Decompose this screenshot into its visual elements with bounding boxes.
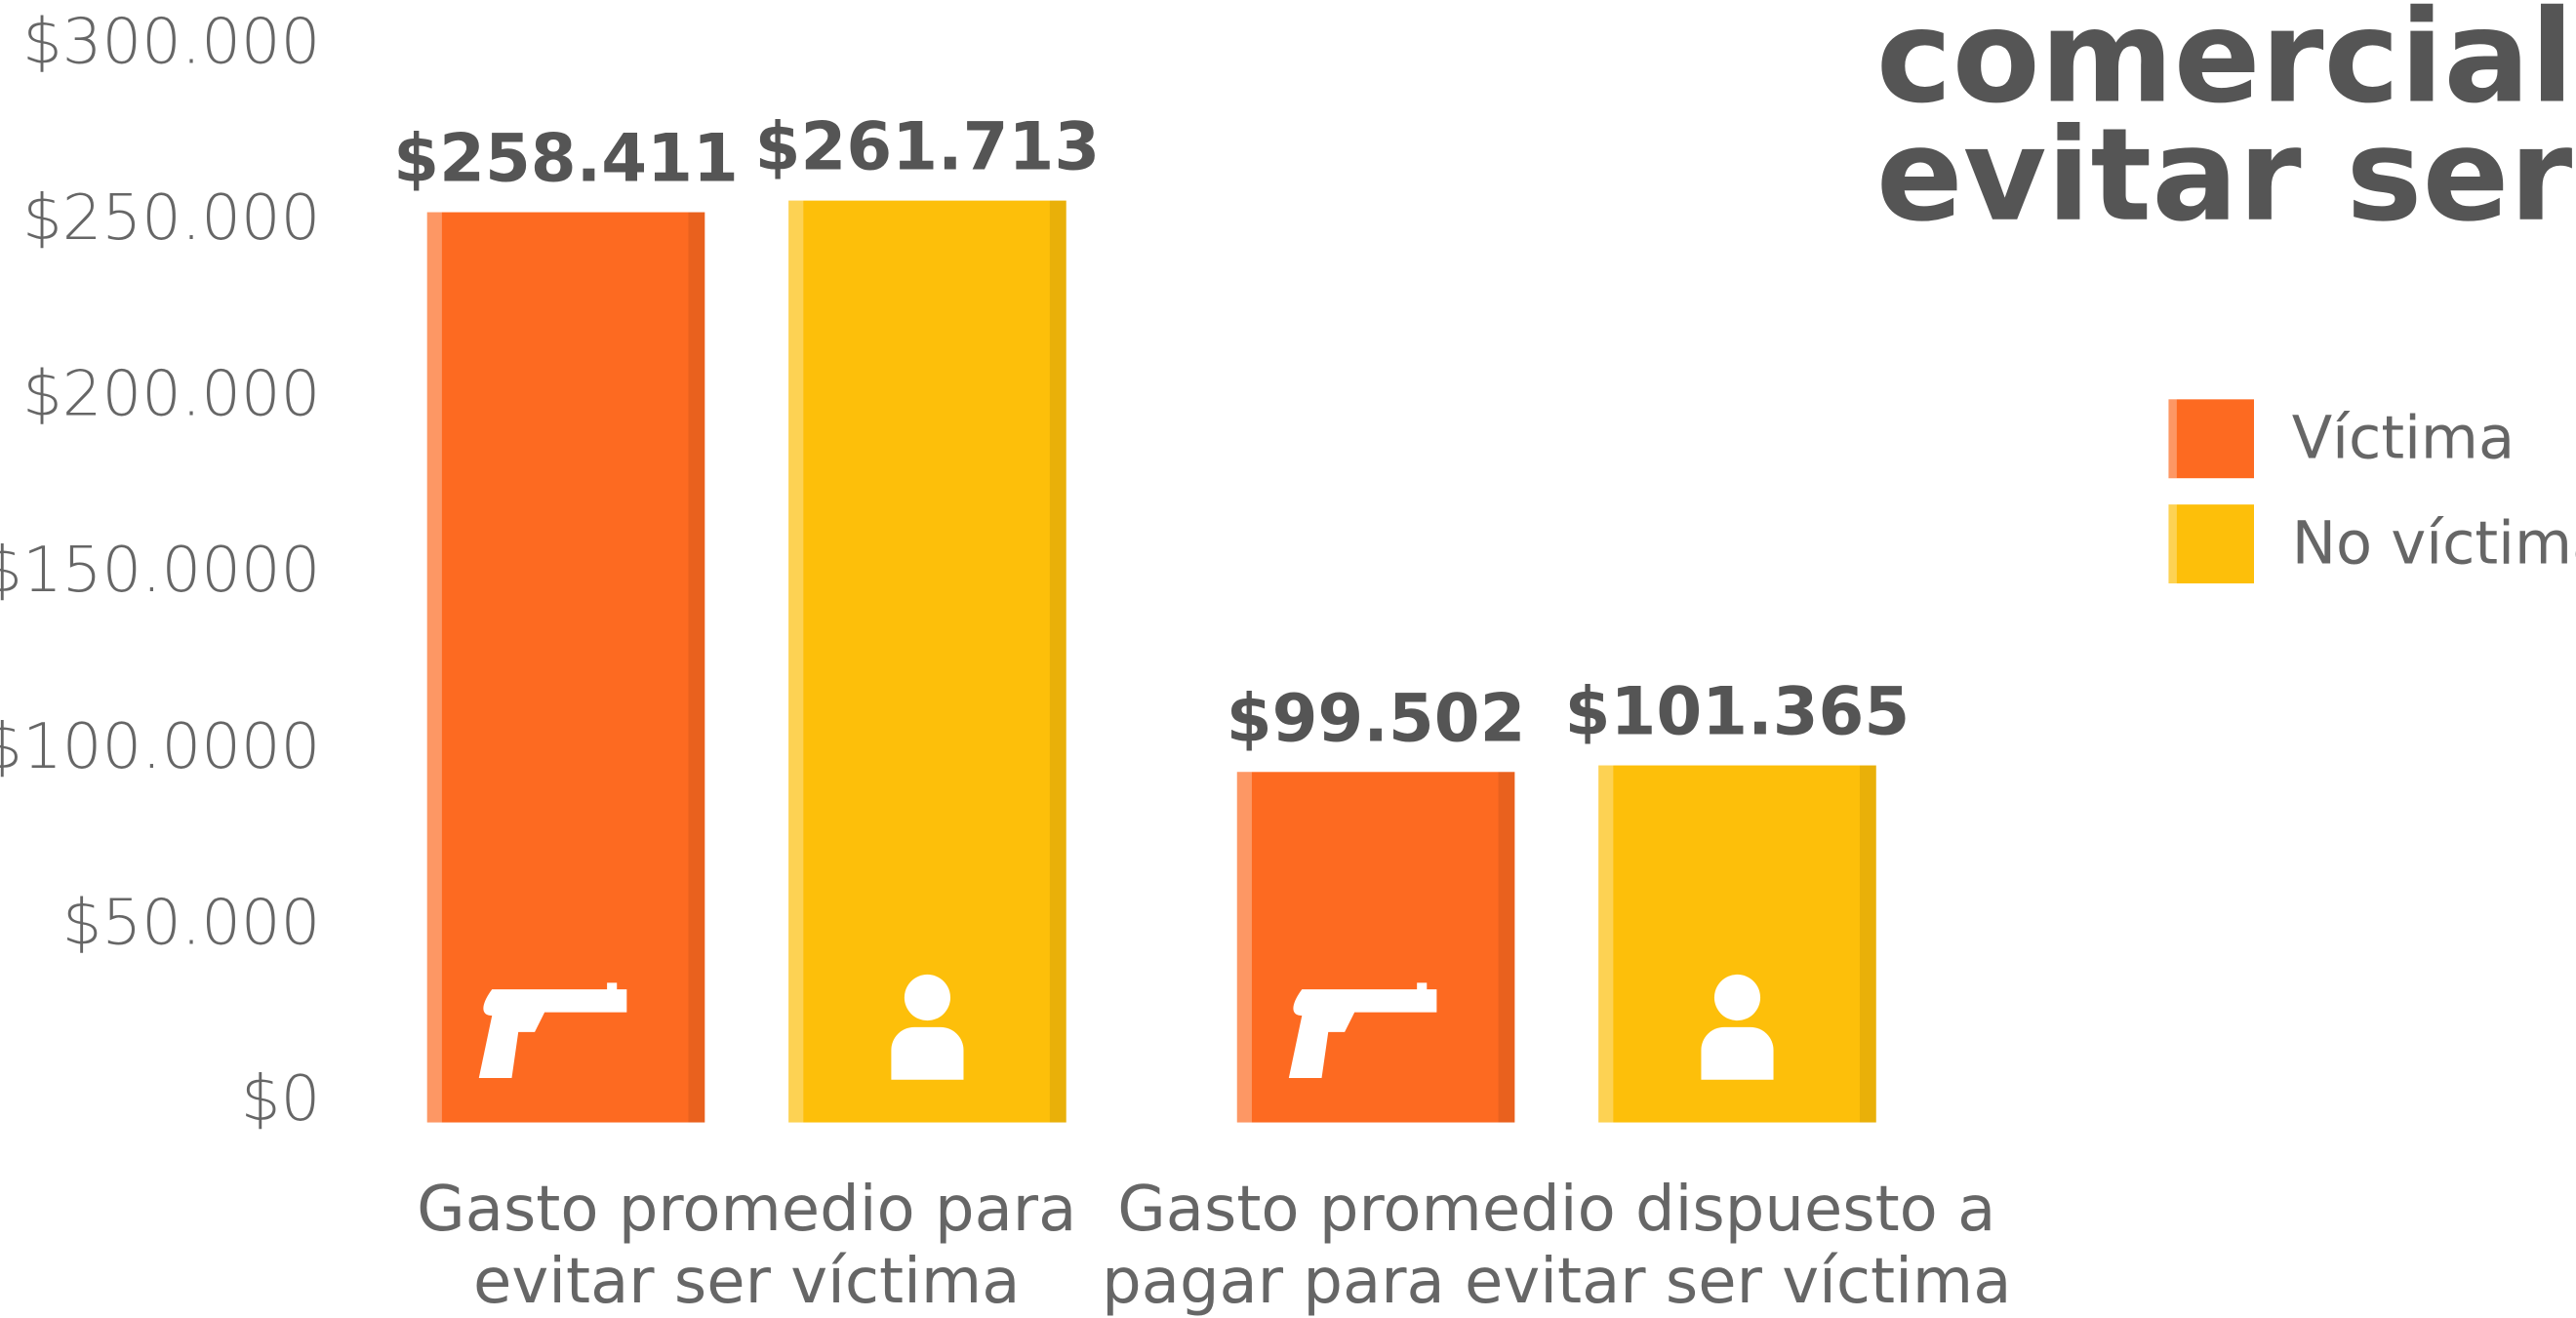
legend-label: No víctima — [2292, 510, 2576, 579]
y-tick-label: $150.0000 — [0, 535, 320, 607]
chart-title: evitar ser ví — [1876, 100, 2576, 250]
legend-swatch-edge — [2168, 399, 2177, 479]
x-tick-label: pagar para evitar ser víctima — [1102, 1246, 2011, 1318]
bar — [426, 212, 705, 1123]
gun-icon — [1288, 982, 1437, 1079]
bar — [1236, 772, 1515, 1123]
person-icon — [904, 974, 951, 1021]
y-tick-label: $100.0000 — [0, 711, 320, 783]
y-tick-label: $300.000 — [22, 7, 320, 79]
bar-edge — [1236, 772, 1252, 1123]
bar-edge — [1598, 765, 1614, 1123]
legend-swatch-edge — [2168, 504, 2177, 584]
bar-edge — [1498, 772, 1515, 1123]
person-icon — [891, 1026, 964, 1080]
y-tick-label: $200.000 — [22, 359, 320, 431]
y-tick-label: $0 — [241, 1063, 320, 1136]
y-tick-label: $250.000 — [22, 182, 320, 255]
value-label: $99.502 — [1227, 679, 1526, 756]
bar-edge — [1859, 765, 1876, 1123]
legend-swatch — [2168, 399, 2254, 479]
x-tick-label: Gasto promedio para — [417, 1174, 1076, 1246]
x-tick-label: evitar ser víctima — [473, 1246, 1020, 1318]
value-label: $101.365 — [1565, 673, 1911, 750]
y-tick-label: $50.000 — [62, 887, 321, 959]
bar-edge — [688, 212, 705, 1123]
chart-title: comerciales — [1876, 0, 2576, 132]
legend-swatch — [2168, 504, 2254, 584]
bar-edge — [788, 200, 804, 1123]
bar-edge — [426, 212, 442, 1123]
person-icon — [1713, 974, 1761, 1021]
bar — [788, 200, 1067, 1123]
bar-edge — [1049, 200, 1067, 1123]
value-label: $258.411 — [393, 120, 739, 197]
x-tick-label: Gasto promedio dispuesto a — [1117, 1174, 1995, 1246]
person-icon — [1701, 1026, 1774, 1080]
gun-icon — [478, 982, 627, 1079]
value-label: $261.713 — [755, 108, 1101, 185]
legend-label: Víctima — [2292, 405, 2515, 473]
